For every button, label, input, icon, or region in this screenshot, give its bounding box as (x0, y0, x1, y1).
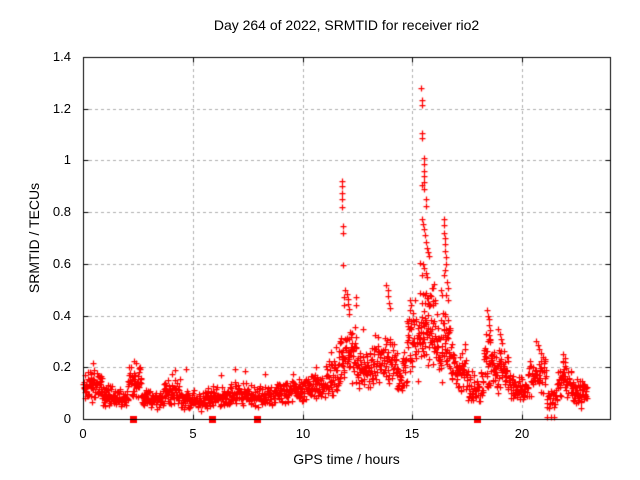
y-tick-label: 0.4 (52, 308, 71, 323)
y-tick-label: 1.2 (52, 101, 71, 116)
x-tick-label: 20 (514, 426, 530, 441)
x-tick-label: 10 (295, 426, 311, 441)
y-tick-label: 1.4 (52, 49, 71, 64)
x-axis-label: GPS time / hours (293, 451, 400, 467)
y-tick-label: 0.8 (52, 204, 71, 219)
y-tick-label: 0.6 (52, 256, 71, 271)
y-tick-label: 1 (63, 152, 71, 167)
x-tick-label: 15 (404, 426, 420, 441)
chart-title: Day 264 of 2022, SRMTID for receiver rio… (213, 17, 480, 33)
x-tick-label: 5 (189, 426, 197, 441)
y-axis-label: SRMTID / TECUs (26, 182, 42, 294)
x-tick-label: 0 (79, 426, 87, 441)
y-tick-label: 0.2 (52, 359, 71, 374)
y-tick-label: 0 (63, 411, 71, 426)
